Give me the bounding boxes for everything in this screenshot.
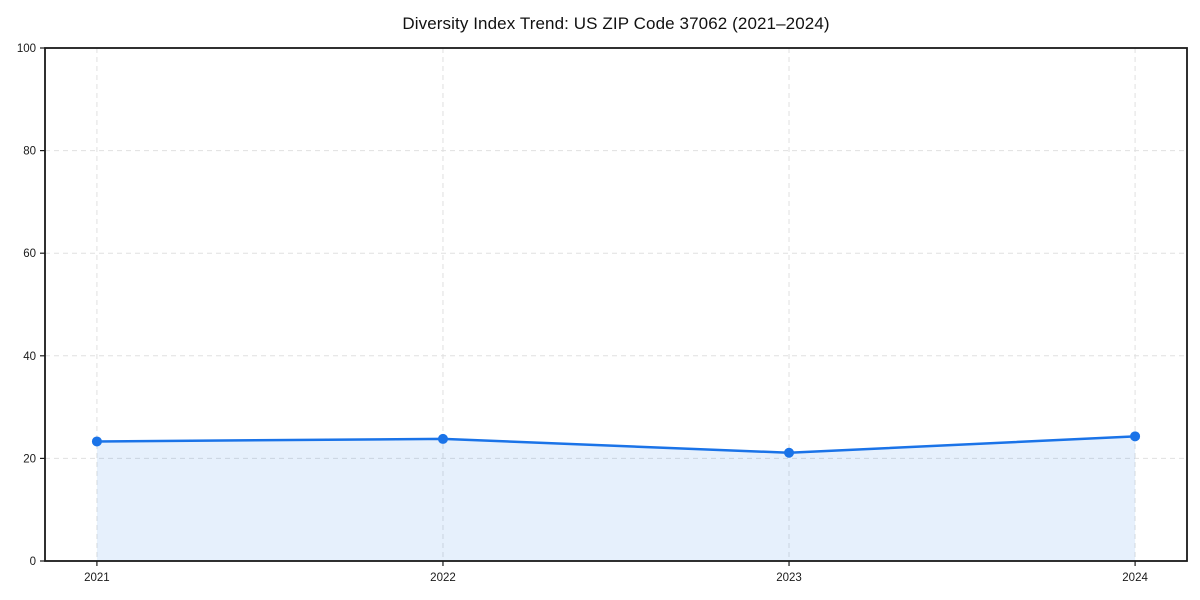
y-tick-label: 100 bbox=[17, 43, 36, 55]
y-tick-label: 60 bbox=[23, 248, 36, 260]
area-fill bbox=[96, 436, 1136, 561]
x-tick-label: 2024 bbox=[1122, 572, 1148, 584]
y-tick-label: 40 bbox=[23, 351, 36, 363]
chart-title: Diversity Index Trend: US ZIP Code 37062… bbox=[402, 14, 830, 33]
x-tick-label: 2021 bbox=[84, 572, 110, 584]
y-tick-label: 0 bbox=[30, 556, 36, 568]
data-point bbox=[437, 433, 448, 444]
data-point bbox=[91, 436, 102, 447]
plot-border bbox=[44, 47, 1188, 562]
data-point bbox=[784, 447, 795, 458]
y-tick-label: 20 bbox=[23, 453, 36, 465]
y-tick-label: 80 bbox=[23, 146, 36, 158]
x-tick-label: 2022 bbox=[430, 572, 456, 584]
data-point bbox=[1130, 431, 1141, 442]
trend-line bbox=[95, 435, 1137, 455]
x-tick-label: 2023 bbox=[776, 572, 802, 584]
